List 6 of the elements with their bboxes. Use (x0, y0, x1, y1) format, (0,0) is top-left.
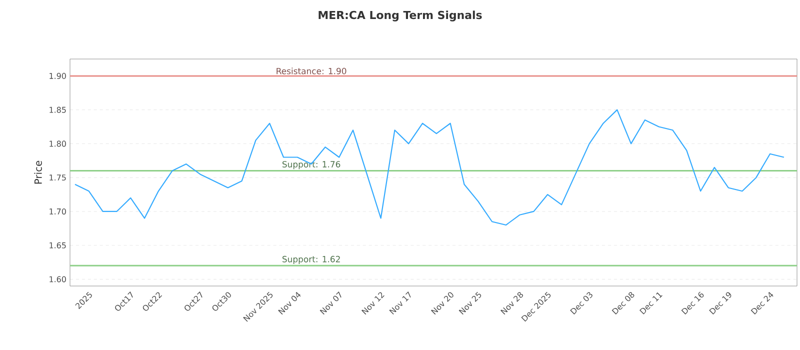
ref-line-label: Support: 1.76 (282, 161, 340, 170)
chart-title: MER:CA Long Term Signals (318, 10, 482, 22)
ref-line-label: Support: 1.62 (282, 256, 340, 264)
ref-line-label: Resistance: 1.90 (276, 68, 346, 74)
y-axis-title: Price (34, 160, 42, 184)
line-series (74, 109, 784, 226)
